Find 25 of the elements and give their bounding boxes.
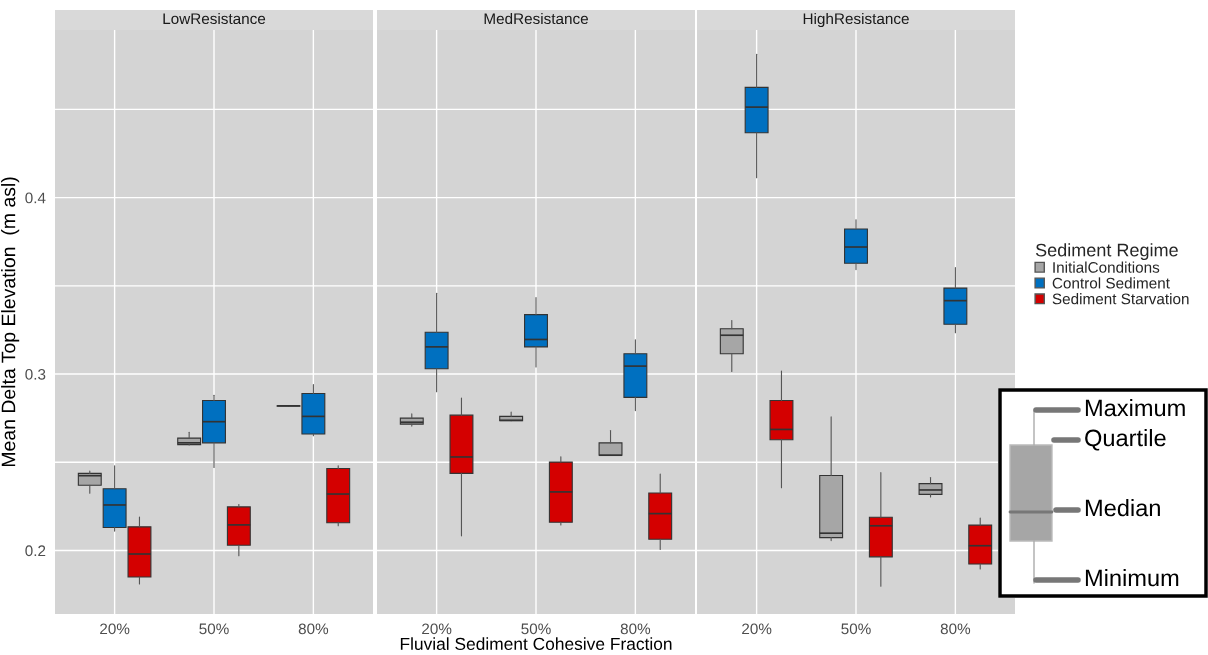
legend-label: Control Sediment xyxy=(1052,277,1170,289)
text: Maximum xyxy=(1085,398,1185,417)
x-tick-label: 80% xyxy=(298,623,329,635)
y-tick-label: 0.4 xyxy=(25,192,46,204)
legend-title: Sediment Regime xyxy=(1035,243,1178,261)
x-tick-label: 20% xyxy=(100,623,130,635)
text: Minimum xyxy=(1085,568,1179,587)
y-axis-title: Mean Delta Top Elevation (m asl) xyxy=(1,177,20,467)
x-tick-label: 50% xyxy=(199,623,229,635)
x-tick-label: 80% xyxy=(620,623,651,635)
chart-title: HighResistance xyxy=(803,12,909,28)
x-tick-label: 50% xyxy=(521,623,551,635)
text: Median xyxy=(1085,498,1160,517)
y-tick-label: 0.2 xyxy=(25,545,46,557)
chart-title: LowResistance xyxy=(163,12,266,25)
legend-label: InitialConditions xyxy=(1053,261,1160,273)
chart-title: MedResistance xyxy=(484,12,588,25)
y-tick-label: 0.3 xyxy=(25,368,46,380)
x-tick-label: 20% xyxy=(422,623,452,635)
text: Quartile xyxy=(1085,428,1166,451)
x-axis-title: Fluvial Sediment Cohesive Fraction xyxy=(400,637,672,651)
legend-label: Sediment Starvation xyxy=(1052,293,1189,305)
x-tick-label: 80% xyxy=(940,623,971,635)
x-tick-label: 50% xyxy=(841,623,871,635)
x-tick-label: 20% xyxy=(742,623,772,635)
